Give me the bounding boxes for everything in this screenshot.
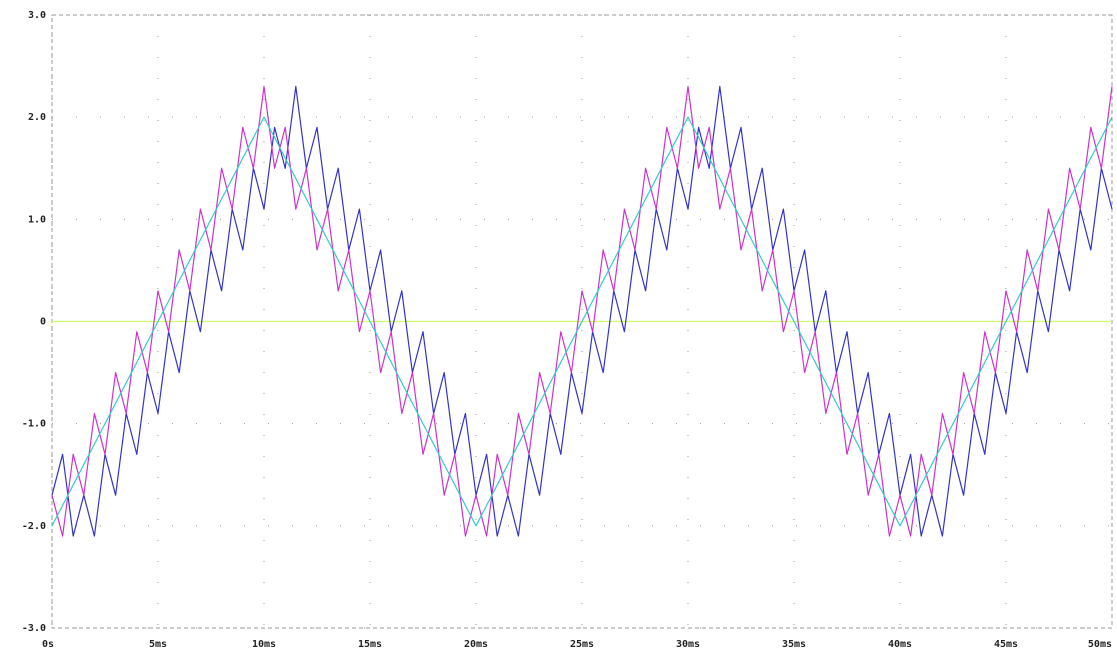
x-tick-label: 35ms xyxy=(782,639,806,650)
trace-line xyxy=(51,85,1113,537)
x-tick-label: 10ms xyxy=(252,639,276,650)
x-tick-label: 45ms xyxy=(994,639,1018,650)
x-tick-label: 5ms xyxy=(149,639,167,650)
trace-line xyxy=(51,116,1113,527)
y-tick-label: 3.0 xyxy=(28,10,46,21)
y-tick-label: 0 xyxy=(40,317,46,328)
y-tick-label: 1.0 xyxy=(28,214,46,225)
x-tick-label: 20ms xyxy=(464,639,488,650)
y-tick-label: 2.0 xyxy=(28,112,46,123)
x-tick-label: 0s xyxy=(42,639,54,650)
x-tick-label: 15ms xyxy=(358,639,382,650)
x-tick-label: 25ms xyxy=(570,639,594,650)
x-tick-label: 50ms xyxy=(1088,639,1112,650)
y-tick-label: -1.0 xyxy=(22,419,46,430)
trace-line xyxy=(51,85,1113,537)
x-tick-label: 40ms xyxy=(888,639,912,650)
y-tick-label: -3.0 xyxy=(22,623,46,634)
y-tick-label: -2.0 xyxy=(22,521,46,532)
x-tick-label: 30ms xyxy=(676,639,700,650)
